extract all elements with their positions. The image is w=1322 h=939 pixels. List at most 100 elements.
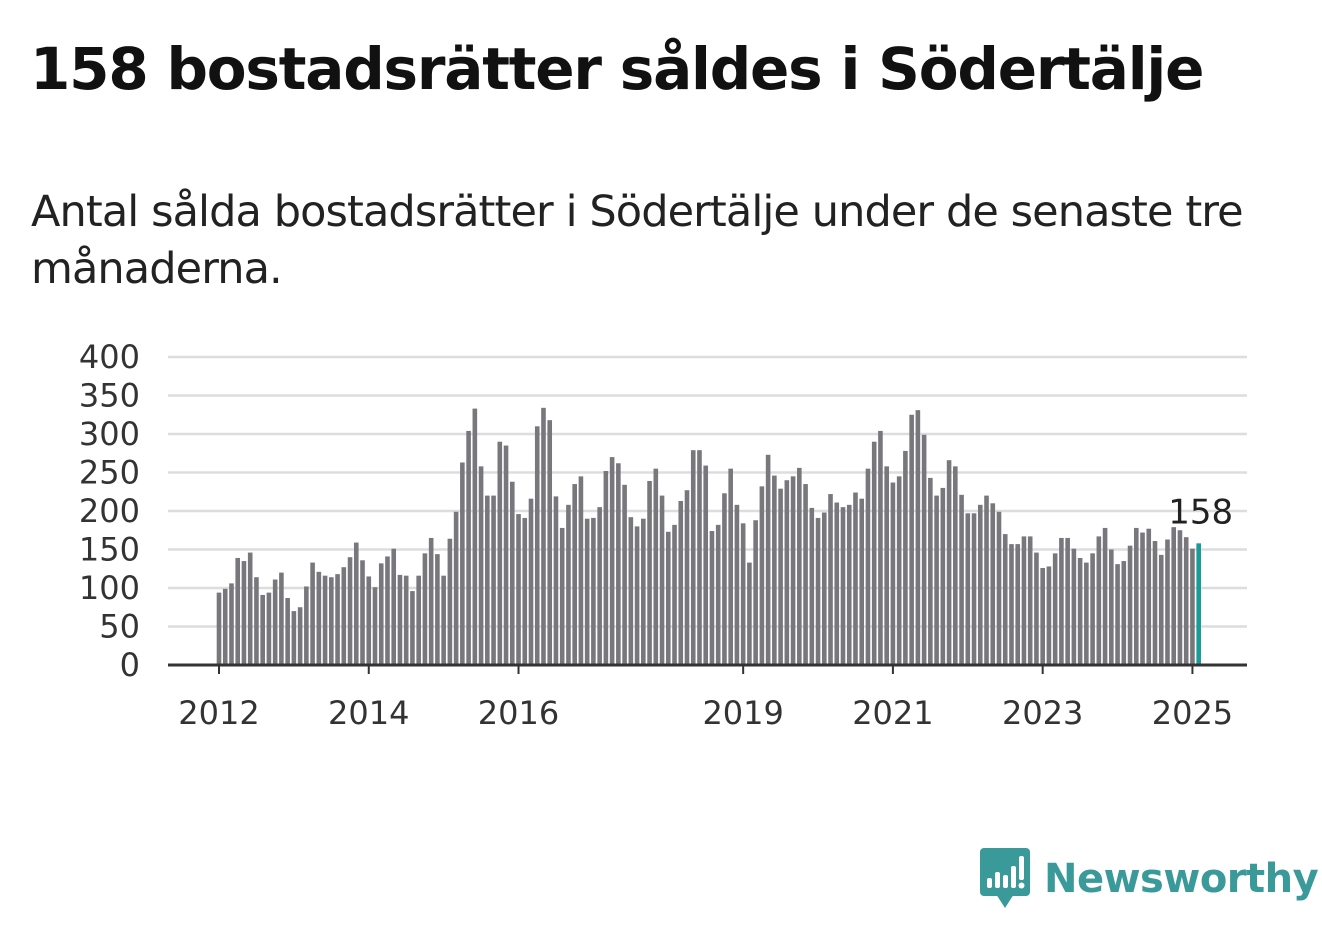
bar: [428, 537, 434, 665]
bar: [509, 481, 515, 665]
bar: [222, 588, 228, 665]
bar: [1152, 541, 1158, 665]
bar: [784, 480, 790, 665]
bar: [235, 557, 241, 665]
bar: [1071, 548, 1077, 665]
x-tick-label: 2012: [178, 694, 259, 732]
bar: [753, 520, 758, 665]
bar: [821, 512, 827, 665]
bar: [965, 513, 971, 665]
bar: [928, 477, 933, 665]
y-tick-label: 100: [79, 569, 140, 607]
bar: [572, 484, 577, 665]
y-tick-label: 200: [79, 492, 140, 530]
bar: [416, 575, 421, 665]
bar: [403, 575, 409, 665]
bar: [391, 548, 397, 665]
bar: [634, 526, 640, 665]
bar: [485, 495, 490, 665]
bar: [984, 495, 989, 665]
bar: [491, 495, 496, 665]
x-tick-label: 2025: [1152, 694, 1233, 732]
bar: [678, 500, 684, 665]
bar: [360, 560, 365, 665]
bar: [1109, 549, 1114, 665]
bar: [871, 441, 877, 665]
bar: [566, 504, 571, 665]
bar: [1021, 536, 1027, 665]
bar: [1133, 527, 1139, 665]
bar: [759, 486, 765, 665]
bar: [1177, 530, 1183, 665]
bar: [828, 494, 833, 665]
bars: [216, 407, 1201, 665]
bar: [591, 517, 596, 665]
bar: [322, 575, 328, 665]
bar: [1140, 532, 1145, 665]
bar: [772, 475, 777, 665]
y-tick-label: 250: [79, 454, 140, 492]
bar: [378, 563, 384, 665]
bar: [1027, 536, 1033, 665]
chart-title: 158 bostadsrätter såldes i Södertälje: [30, 35, 1204, 103]
bar: [859, 498, 865, 665]
axes: [168, 663, 1247, 674]
bar: [778, 488, 783, 665]
bar: [622, 484, 627, 665]
bar: [1040, 567, 1045, 665]
bar: [316, 571, 322, 665]
bar: [578, 476, 584, 665]
bar: [397, 574, 403, 665]
bar: [641, 518, 646, 665]
bar: [890, 482, 896, 665]
y-tick-label: 0: [120, 646, 140, 684]
bar: [1065, 537, 1070, 665]
bar: [884, 466, 889, 665]
bar: [541, 407, 546, 665]
bar: [1052, 553, 1058, 665]
bar: [229, 583, 234, 665]
bar: [584, 518, 590, 665]
bar: [903, 450, 908, 665]
y-tick-label: 400: [79, 338, 140, 376]
bar: [977, 504, 983, 665]
newsworthy-logo: Newsworthy: [980, 848, 1319, 910]
bar: [216, 592, 222, 665]
bar: [291, 611, 297, 665]
bar: [528, 498, 534, 665]
bar: [1171, 527, 1177, 665]
bar: [1034, 552, 1039, 665]
bar: [522, 517, 528, 665]
bar: [865, 468, 871, 665]
bar: [285, 598, 290, 665]
bar: [553, 496, 559, 665]
bar: [410, 591, 415, 665]
bar: [722, 493, 727, 665]
bar: [921, 434, 927, 665]
bar: [1115, 564, 1120, 665]
bar: [353, 542, 359, 665]
bar: [934, 495, 939, 665]
bar: [366, 576, 372, 665]
bar: [878, 430, 883, 665]
bar: [272, 579, 278, 665]
chart-subtitle: Antal sålda bostadsrätter i Södertälje u…: [31, 187, 1244, 294]
bar: [853, 492, 858, 665]
bar: [1096, 536, 1102, 665]
bar: [834, 502, 840, 665]
latest-value-label: 158: [1168, 492, 1233, 532]
bar: [747, 562, 752, 665]
bar: [846, 504, 852, 665]
bar: [909, 414, 914, 665]
bar: [734, 504, 740, 665]
bar: [803, 484, 808, 665]
bar: [659, 495, 665, 665]
bar: [1046, 566, 1052, 665]
bar: [466, 430, 471, 665]
bar: [472, 408, 478, 665]
bar: [441, 575, 446, 665]
bar: [840, 507, 846, 665]
bar: [247, 552, 253, 665]
bar: [953, 466, 958, 665]
